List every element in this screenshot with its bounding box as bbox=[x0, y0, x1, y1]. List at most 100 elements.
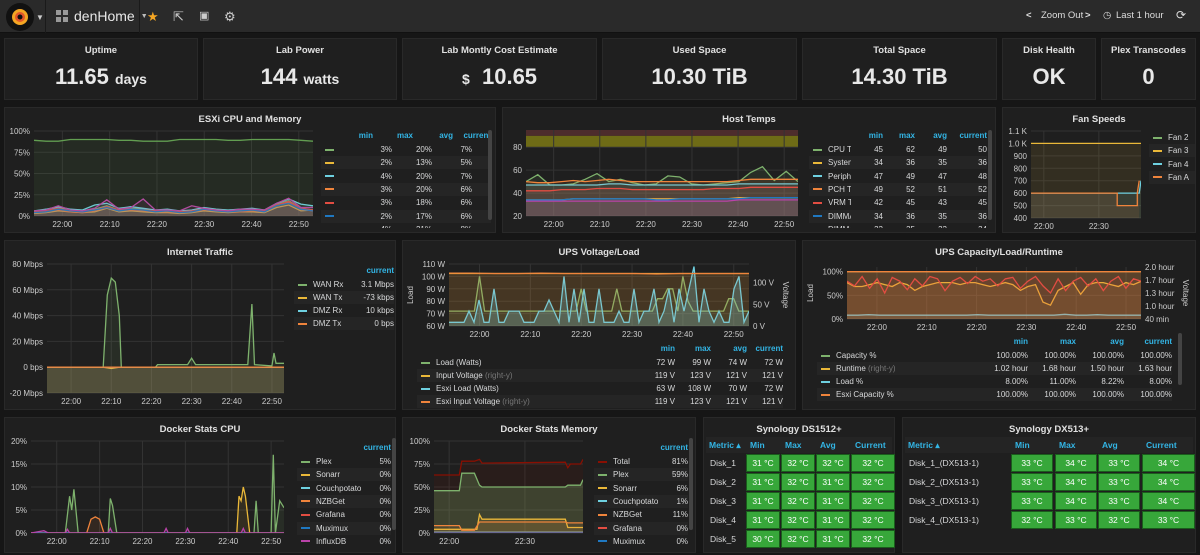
x-tick-label: 22:10 bbox=[100, 220, 121, 229]
legend-item[interactable]: 22%13%5%7% bbox=[321, 156, 491, 170]
legend-value: 20% bbox=[415, 184, 432, 194]
legend-item[interactable]: Load % 8.00% 11.00% 8.22% 8.00% bbox=[817, 375, 1172, 388]
legend-item[interactable]: Capacity % 100.00% 100.00% 100.00% 100.00% bbox=[817, 349, 1172, 362]
legend-item[interactable]: InfluxDB 0% bbox=[297, 535, 391, 548]
series-name: Grafana bbox=[316, 510, 345, 520]
series-fill bbox=[434, 459, 583, 533]
legend-item[interactable]: Runtime (right-y) 1.02 hour 1.68 hour 1.50 … bbox=[817, 362, 1172, 375]
column-header-metric[interactable]: Metric ▴ bbox=[908, 440, 940, 450]
chevron-down-icon[interactable]: ▼ bbox=[36, 13, 44, 22]
legend-item[interactable]: Muximux 0% bbox=[594, 535, 688, 548]
zoom-out-button[interactable]: Zoom Out bbox=[1041, 10, 1084, 21]
series-fill bbox=[526, 197, 798, 216]
legend-color-swatch bbox=[821, 354, 830, 357]
legend-item[interactable]: Esxi Load (Watts) 63 W 108 W 70 W 72 W bbox=[417, 382, 783, 395]
legend-series-name: InfluxDB bbox=[316, 537, 363, 546]
legend-item[interactable]: Load (Watts) 72 W 99 W 74 W 72 W bbox=[417, 356, 783, 369]
chevron-left-icon[interactable]: < bbox=[1026, 10, 1032, 21]
legend-item[interactable]: 13%20%7%7% bbox=[321, 143, 491, 156]
column-header-min[interactable]: Min bbox=[1015, 440, 1030, 450]
legend-item[interactable]: Esxi Input Voltage (right-y) 119 V 123 V 12… bbox=[417, 395, 783, 408]
legend-item[interactable]: Fan 2 bbox=[1149, 131, 1195, 144]
legend-item[interactable]: Peripheral Temp 47 49 47 48 bbox=[809, 170, 987, 183]
legend-color-swatch bbox=[301, 460, 310, 463]
save-icon[interactable]: ▣ bbox=[199, 10, 210, 22]
legend-item[interactable]: Total 81% bbox=[594, 455, 688, 468]
legend-item[interactable]: 62%17%6%6% bbox=[321, 209, 491, 223]
legend-item[interactable]: 74%21%8%10% bbox=[321, 223, 491, 228]
legend-item[interactable]: Esxi Capacity % 100.00% 100.00% 100.00% 100.… bbox=[817, 388, 1172, 401]
column-header-current[interactable]: Current bbox=[855, 440, 886, 450]
legend-item[interactable]: DMZ Rx 10 kbps bbox=[294, 304, 394, 317]
legend-item[interactable]: DMZ Tx 0 bps bbox=[294, 317, 394, 330]
legend-color-swatch bbox=[813, 175, 822, 178]
legend-scrollbar[interactable] bbox=[988, 130, 992, 220]
y-tick-label: 80 bbox=[513, 143, 522, 152]
legend-item[interactable]: 53%18%6%7% bbox=[321, 196, 491, 209]
legend-item[interactable]: Input Voltage (right-y) 119 V 123 V 121 V 12… bbox=[417, 369, 783, 382]
column-header-max[interactable]: Max bbox=[785, 440, 802, 450]
graph-panel-esxi-cpu-memory: ESXi CPU and Memory 0% 25% 50% 75% 100% 22:00 2… bbox=[4, 107, 496, 233]
panel-title: Docker Stats CPU bbox=[159, 424, 241, 435]
legend-item[interactable]: System Temp 34 36 35 36 bbox=[809, 156, 987, 170]
column-header-avg[interactable]: Avg bbox=[1102, 440, 1118, 450]
legend-item[interactable]: NZBGet 11% bbox=[594, 508, 688, 521]
legend-item[interactable]: Grafana 0% bbox=[297, 508, 391, 521]
legend-item[interactable]: VRM Temp 42 45 43 45 bbox=[809, 196, 987, 209]
legend-item[interactable]: NZBGet 0% bbox=[297, 494, 391, 508]
legend-item[interactable]: DIMMA2 Temp33353334 bbox=[809, 223, 987, 228]
axis-suffix: (right-y) bbox=[500, 397, 530, 406]
chevron-right-icon[interactable]: > bbox=[1085, 10, 1091, 21]
series-fill bbox=[449, 266, 749, 326]
column-header-metric[interactable]: Metric ▴ bbox=[709, 440, 741, 450]
legend-scrollbar[interactable] bbox=[488, 130, 492, 220]
grafana-logo-icon[interactable] bbox=[6, 3, 34, 31]
dashboard-picker[interactable]: denHome ▼ bbox=[56, 8, 148, 24]
y-right-axis-label: Voltage bbox=[781, 282, 790, 309]
legend-value: 21% bbox=[392, 225, 432, 228]
legend-series-name: DMZ Tx bbox=[313, 319, 346, 328]
legend-item[interactable]: WAN Tx -73 kbps bbox=[294, 291, 394, 304]
refresh-icon[interactable]: ⟳ bbox=[1176, 8, 1187, 22]
x-tick-label: 22:00 bbox=[439, 537, 460, 546]
legend-item[interactable]: Fan A bbox=[1149, 170, 1195, 184]
legend-scrollbar[interactable] bbox=[689, 438, 693, 530]
legend-item[interactable]: DIMMA1 Temp 34 36 35 36 bbox=[809, 209, 987, 223]
series-name: Plex bbox=[613, 470, 629, 480]
legend-item[interactable]: Fan 3 bbox=[1149, 144, 1195, 158]
series-name: Esxi Input Voltage bbox=[436, 397, 501, 406]
column-header-max[interactable]: Max bbox=[1059, 440, 1076, 450]
legend-value: 52 bbox=[978, 184, 987, 194]
star-icon[interactable]: ★ bbox=[147, 9, 159, 24]
column-header-min[interactable]: Min bbox=[750, 440, 765, 450]
share-icon[interactable]: ⇱ bbox=[173, 9, 184, 24]
legend-item[interactable]: Grafana 0% bbox=[594, 521, 688, 535]
gear-icon[interactable]: ⚙ bbox=[224, 9, 236, 24]
legend-item[interactable]: WAN Rx 3.1 Mbps bbox=[294, 278, 394, 291]
legend-scrollbar[interactable] bbox=[392, 438, 396, 530]
legend-item[interactable]: Fan 4 bbox=[1149, 158, 1195, 171]
column-header-current[interactable]: Current bbox=[1146, 440, 1177, 450]
legend-item[interactable]: CPU Temp 45 62 49 50 bbox=[809, 143, 987, 156]
legend-item[interactable]: 43%20%6%6% bbox=[321, 182, 491, 196]
legend-color-swatch bbox=[325, 161, 334, 164]
legend-item[interactable]: Couchpotato 1% bbox=[594, 494, 688, 508]
series-line bbox=[526, 197, 798, 201]
legend-color-swatch bbox=[301, 527, 310, 529]
time-range-picker[interactable]: Last 1 hour bbox=[1116, 10, 1164, 21]
legend-color-swatch bbox=[301, 500, 310, 503]
legend-item[interactable]: Couchpotato 0% bbox=[297, 482, 391, 495]
column-header-avg[interactable]: Avg bbox=[820, 440, 836, 450]
legend-color-swatch bbox=[813, 161, 822, 164]
legend-item[interactable]: Plex 59% bbox=[594, 468, 688, 482]
series-name: Esxi Load (Watts) bbox=[436, 384, 499, 393]
legend-scrollbar[interactable] bbox=[1178, 333, 1182, 385]
series-name: Fan 3 bbox=[1168, 146, 1189, 156]
legend-item[interactable]: Plex 5% bbox=[297, 455, 391, 468]
legend-item[interactable]: Sonarr 6% bbox=[594, 482, 688, 495]
legend-item[interactable]: PCH Temp 49 52 51 52 bbox=[809, 182, 987, 196]
legend-item[interactable]: Sonarr 0% bbox=[297, 468, 391, 482]
legend-series-name: PCH Temp bbox=[828, 185, 851, 194]
legend-item[interactable]: Muximux 0% bbox=[297, 521, 391, 535]
legend-item[interactable]: 34%20%7%12% bbox=[321, 170, 491, 183]
